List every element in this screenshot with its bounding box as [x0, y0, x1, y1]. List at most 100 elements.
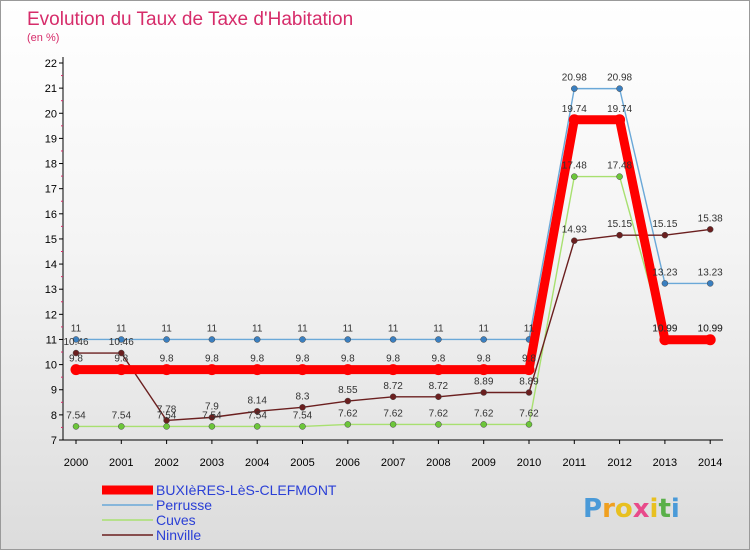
- data-point: [571, 173, 578, 180]
- chart-title: Evolution du Taux de Taxe d'Habitation: [27, 9, 353, 30]
- data-label: 9.8: [205, 354, 219, 365]
- data-label: 15.15: [652, 219, 677, 230]
- data-point: [432, 364, 444, 376]
- y-tick-label: 8: [51, 410, 57, 422]
- x-tick-label: 2004: [245, 457, 269, 469]
- x-tick-label: 2000: [64, 457, 88, 469]
- data-label: 9.8: [341, 354, 355, 365]
- data-label: 10.99: [698, 324, 723, 335]
- series-line-perrusse: [76, 87, 711, 341]
- legend-label: Cuves: [156, 512, 196, 528]
- data-label: 7.78: [157, 404, 177, 415]
- data-point: [161, 364, 173, 376]
- data-point: [118, 423, 125, 430]
- data-point: [389, 421, 397, 428]
- y-tick-label: 16: [45, 209, 57, 221]
- y-tick-label: 19: [45, 133, 57, 145]
- x-tick-label: 2007: [381, 457, 405, 469]
- logo-letter: x: [633, 494, 650, 524]
- data-label: 20.98: [607, 73, 632, 84]
- legend: BUXIèRES-LèS-CLEFMONTPerrusseCuvesNinvil…: [102, 482, 337, 543]
- data-label: 10.46: [109, 337, 134, 348]
- x-tick-label: 2012: [607, 457, 631, 469]
- data-label: 7.62: [474, 408, 494, 419]
- data-point: [389, 393, 397, 401]
- legend-label: Perrusse: [156, 497, 212, 513]
- x-tick-label: 2003: [200, 457, 224, 469]
- data-label: 19.74: [562, 104, 587, 115]
- data-label: 7.54: [202, 410, 222, 421]
- data-point: [659, 334, 671, 346]
- data-label: 11: [479, 323, 490, 334]
- x-tick-label: 2010: [517, 457, 541, 469]
- logo-letter: o: [615, 494, 633, 524]
- legend-label: Ninville: [156, 527, 201, 543]
- data-label: 9.8: [477, 354, 491, 365]
- data-label: 11: [71, 323, 82, 334]
- data-label: 8.72: [429, 381, 449, 392]
- data-point: [706, 280, 714, 287]
- data-label: 11: [297, 323, 308, 334]
- y-tick-label: 13: [45, 284, 57, 296]
- y-tick-label: 11: [46, 334, 57, 346]
- data-point: [571, 237, 578, 244]
- x-tick-label: 2009: [471, 457, 495, 469]
- data-point: [163, 417, 170, 424]
- data-label: 14.93: [562, 225, 587, 236]
- data-point: [72, 336, 80, 343]
- y-tick-label: 17: [45, 184, 57, 196]
- data-point: [571, 85, 578, 92]
- data-point: [704, 334, 716, 346]
- data-label: 7.54: [112, 410, 132, 421]
- data-label: 8.14: [247, 395, 267, 406]
- data-point: [706, 226, 714, 233]
- x-tick-label: 2002: [154, 457, 178, 469]
- data-label: 17.48: [607, 161, 632, 172]
- data-label: 10.46: [63, 337, 88, 348]
- data-point: [253, 336, 261, 343]
- x-tick-label: 2011: [562, 457, 586, 469]
- data-point: [525, 389, 533, 396]
- data-point: [344, 397, 352, 405]
- proxiti-logo: Proxiti: [583, 494, 680, 524]
- x-tick-label: 2001: [109, 457, 133, 469]
- data-point: [478, 364, 490, 376]
- axes: 7 8 9 10 11 12 13 14 15 16 17 18 19 20 21 22 2000 2001 200…: [45, 57, 723, 469]
- data-label: 8.3: [296, 391, 310, 402]
- data-label: 8.72: [383, 381, 403, 392]
- chart-subtitle: (en %): [27, 32, 59, 44]
- data-label: 10.99: [652, 324, 677, 335]
- data-label: 15.38: [698, 213, 723, 224]
- data-point: [118, 349, 125, 357]
- logo-letter: P: [583, 494, 602, 524]
- data-point: [163, 423, 170, 430]
- data-label: 11: [161, 323, 172, 334]
- data-label: 11: [524, 323, 535, 334]
- data-label: 11: [433, 323, 444, 334]
- x-tick-label: 2006: [336, 457, 360, 469]
- y-tick-label: 14: [45, 259, 57, 271]
- data-label: 9.8: [69, 354, 83, 365]
- data-labels: 9.8 9.8 9.8 9.8 9.8 9.8 9.8 9.8 9.8 9.8 9.8 19.74 19…: [63, 73, 723, 422]
- data-point: [525, 421, 533, 428]
- data-label: 8.89: [474, 376, 494, 387]
- series-lines: [70, 85, 716, 430]
- data-label: 9.8: [296, 354, 310, 365]
- data-label: 11: [116, 323, 127, 334]
- data-label: 7.62: [429, 408, 449, 419]
- data-point: [435, 393, 442, 401]
- y-tick-label: 10: [45, 360, 57, 372]
- y-tick-label: 9: [51, 385, 57, 397]
- data-label: 9.8: [522, 354, 536, 365]
- data-point: [118, 336, 125, 343]
- data-label: 7.62: [338, 408, 358, 419]
- x-tick-label: 2008: [426, 457, 450, 469]
- data-point: [616, 173, 623, 180]
- data-point: [208, 336, 216, 343]
- data-point: [568, 114, 580, 126]
- x-tick-label: 2013: [653, 457, 677, 469]
- data-label: 7.62: [383, 408, 403, 419]
- data-label: 9.8: [250, 354, 264, 365]
